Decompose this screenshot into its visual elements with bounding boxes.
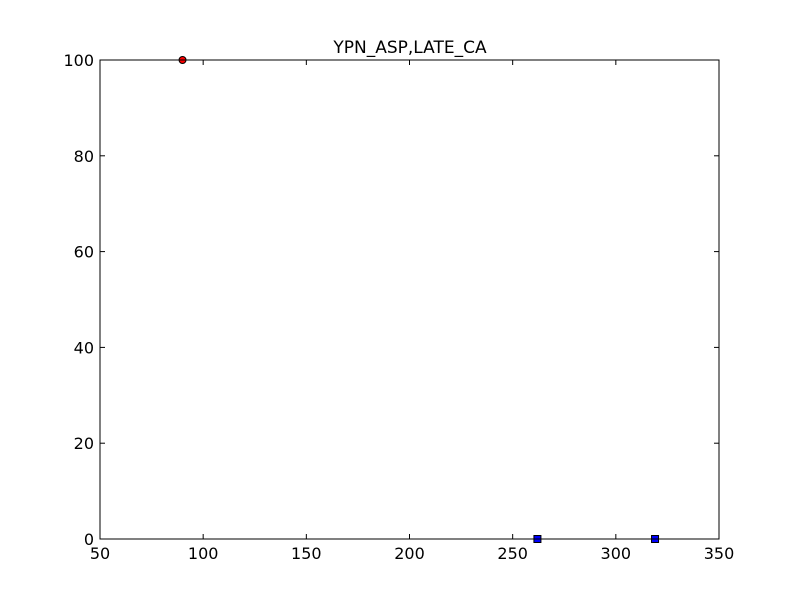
x-tick-label: 250 [497, 544, 528, 563]
y-tick-label: 20 [74, 434, 94, 453]
x-tick-label: 100 [188, 544, 219, 563]
x-tick-label: 200 [394, 544, 425, 563]
y-tick-label: 0 [84, 530, 94, 549]
y-tick-label: 60 [74, 243, 94, 262]
x-tick-label: 150 [291, 544, 322, 563]
y-tick-label: 80 [74, 147, 94, 166]
data-marks [178, 56, 660, 543]
axis-ticks: 50 100 150 200 250 300 350 0 20 40 60 80 100 [63, 51, 734, 563]
x-tick-label: 50 [90, 544, 110, 563]
y-tick-label: 40 [74, 338, 94, 357]
chart-title: YPN_ASP,LATE_CA [332, 38, 487, 58]
plot-frame [99, 59, 720, 540]
y-tick-label: 100 [63, 51, 94, 70]
x-tick-label: 300 [601, 544, 632, 563]
x-tick-label: 350 [704, 544, 735, 563]
